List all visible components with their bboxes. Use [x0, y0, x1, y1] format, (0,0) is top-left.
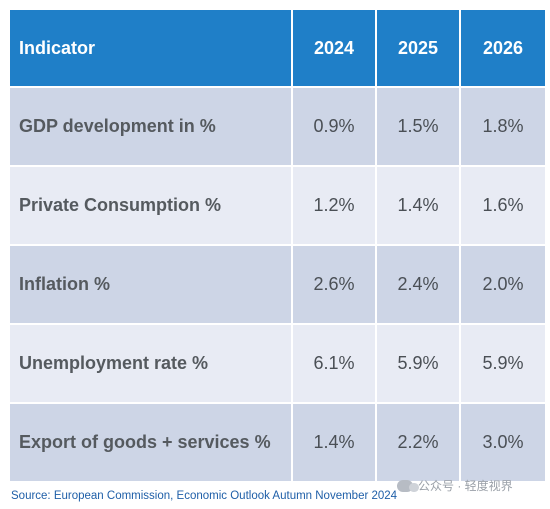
table-row: Inflation % 2.6% 2.4% 2.0% — [10, 246, 545, 325]
table-header-row: Indicator 2024 2025 2026 — [10, 10, 545, 88]
header-2026: 2026 — [461, 10, 545, 88]
watermark-text: 公众号 · 轻度视界 — [418, 479, 513, 493]
table-row: Private Consumption % 1.2% 1.4% 1.6% — [10, 167, 545, 246]
economic-indicators-table: Indicator 2024 2025 2026 GDP development… — [10, 10, 545, 483]
row-label: Private Consumption % — [10, 167, 293, 246]
row-value-2024: 0.9% — [293, 88, 377, 167]
row-value-2024: 2.6% — [293, 246, 377, 325]
row-label: Unemployment rate % — [10, 325, 293, 404]
row-value-2026: 5.9% — [461, 325, 545, 404]
row-value-2025: 5.9% — [377, 325, 461, 404]
row-value-2025: 1.4% — [377, 167, 461, 246]
table-row: Unemployment rate % 6.1% 5.9% 5.9% — [10, 325, 545, 404]
row-value-2025: 2.4% — [377, 246, 461, 325]
table-row: Export of goods + services % 1.4% 2.2% 3… — [10, 404, 545, 483]
row-value-2025: 2.2% — [377, 404, 461, 483]
header-2024: 2024 — [293, 10, 377, 88]
watermark: 公众号 · 轻度视界 — [397, 477, 513, 494]
row-value-2025: 1.5% — [377, 88, 461, 167]
row-value-2024: 6.1% — [293, 325, 377, 404]
source-note: Source: European Commission, Economic Ou… — [11, 490, 398, 502]
row-value-2026: 1.8% — [461, 88, 545, 167]
row-value-2026: 2.0% — [461, 246, 545, 325]
wechat-icon — [397, 479, 419, 492]
header-2025: 2025 — [377, 10, 461, 88]
row-label: GDP development in % — [10, 88, 293, 167]
header-indicator: Indicator — [10, 10, 293, 88]
row-value-2026: 3.0% — [461, 404, 545, 483]
row-label: Export of goods + services % — [10, 404, 293, 483]
row-value-2024: 1.2% — [293, 167, 377, 246]
table-row: GDP development in % 0.9% 1.5% 1.8% — [10, 88, 545, 167]
row-value-2024: 1.4% — [293, 404, 377, 483]
row-label: Inflation % — [10, 246, 293, 325]
row-value-2026: 1.6% — [461, 167, 545, 246]
